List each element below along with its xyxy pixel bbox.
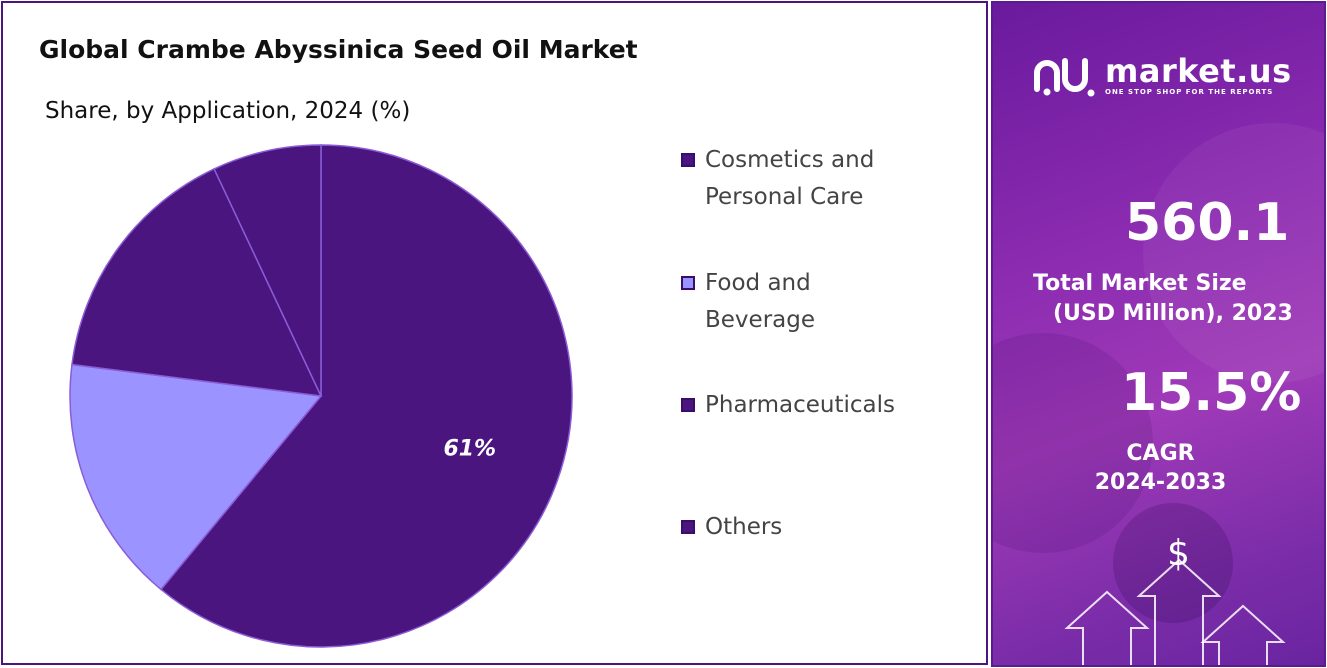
market-size-value: 560.1 (1125, 193, 1290, 253)
cagr-label-line1: CAGR (1126, 441, 1195, 466)
market-size-label-line1: Total Market Size (1033, 271, 1247, 296)
chart-title: Global Crambe Abyssinica Seed Oil Market (39, 35, 638, 64)
growth-arrows-icon (1064, 558, 1286, 665)
cagr-label-line2: 2024-2033 (1094, 470, 1227, 495)
legend-item-pharmaceuticals: Pharmaceuticals (681, 391, 935, 424)
market-size-label-line2: (USD Million), 2023 (1053, 301, 1293, 326)
market-us-logo-icon (1034, 58, 1095, 97)
decor-circle (1143, 123, 1324, 383)
brand-logo: market.us ONE STOP SHOP FOR THE REPORTS (1033, 53, 1292, 97)
legend-label: Cosmetics and Personal Care (705, 147, 875, 210)
decor-coin-circle (1113, 503, 1233, 623)
pie-slice-cosmetics-and-personal-care (159, 144, 573, 648)
legend-item-cosmetics: Cosmetics and Personal Care (681, 146, 935, 216)
legend-item-others: Others (681, 513, 935, 546)
legend-label: Others (705, 514, 783, 540)
pie-slice-pharmaceuticals (71, 167, 323, 397)
pie-chart: 61% (69, 144, 573, 648)
stats-panel: market.us ONE STOP SHOP FOR THE REPORTS … (991, 1, 1326, 667)
legend-swatch (681, 153, 695, 167)
legend-swatch (681, 398, 695, 412)
chart-subtitle: Share, by Application, 2024 (%) (45, 98, 411, 124)
brand-name: market.us (1105, 52, 1292, 90)
legend-swatch (681, 520, 695, 534)
pie-slice-others (213, 144, 322, 397)
legend-swatch (681, 276, 695, 290)
pie-slice-food-and-beverage (69, 363, 323, 591)
chart-panel: Global Crambe Abyssinica Seed Oil Market… (1, 1, 988, 665)
legend-label: Pharmaceuticals (705, 392, 895, 418)
brand-tagline: ONE STOP SHOP FOR THE REPORTS (1105, 88, 1274, 96)
legend-item-food: Food and Beverage (681, 269, 935, 339)
cagr-value: 15.5% (1121, 363, 1302, 423)
data-label: 61% (443, 437, 496, 462)
legend-label: Food and Beverage (705, 270, 815, 333)
